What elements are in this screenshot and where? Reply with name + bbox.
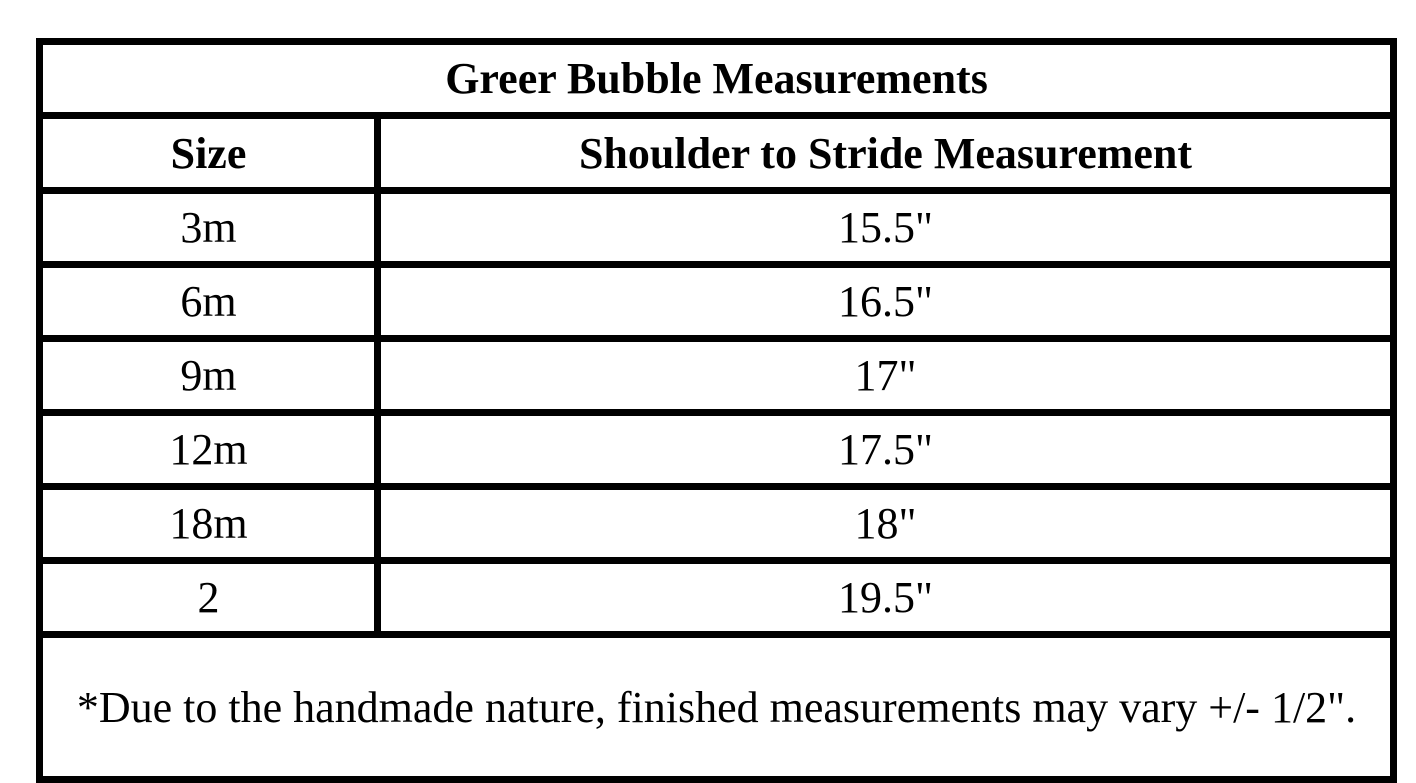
size-chart-container: Greer Bubble Measurements Size Shoulder … (35, 38, 1398, 783)
table-title: Greer Bubble Measurements (35, 38, 1398, 119)
size-cell: 2 (36, 557, 381, 638)
footnote: *Due to the handmade nature, finished me… (35, 631, 1398, 783)
measurement-cell: 17" (373, 335, 1398, 416)
size-cell: 6m (36, 261, 381, 342)
size-cell: 18m (36, 483, 381, 564)
table-row: 18m 18" (36, 483, 1398, 564)
size-chart-table: Greer Bubble Measurements Size Shoulder … (35, 38, 1398, 783)
footnote-row: *Due to the handmade nature, finished me… (35, 631, 1398, 783)
measurement-cell: 15.5" (373, 187, 1398, 268)
title-row: Greer Bubble Measurements (35, 38, 1398, 119)
table-row: 2 19.5" (36, 557, 1398, 638)
size-cell: 3m (36, 187, 381, 268)
measurement-cell: 18" (373, 483, 1398, 564)
table-row: 9m 17" (36, 335, 1398, 416)
size-cell: 9m (36, 335, 381, 416)
table-row: 6m 16.5" (36, 261, 1398, 342)
measurement-cell: 19.5" (373, 557, 1398, 638)
header-row: Size Shoulder to Stride Measurement (36, 112, 1398, 194)
size-cell: 12m (36, 409, 381, 490)
table-row: 3m 15.5" (36, 187, 1398, 268)
column-header-size: Size (36, 112, 381, 194)
measurement-cell: 17.5" (373, 409, 1398, 490)
measurement-cell: 16.5" (373, 261, 1398, 342)
table-row: 12m 17.5" (36, 409, 1398, 490)
column-header-measurement: Shoulder to Stride Measurement (373, 112, 1398, 194)
